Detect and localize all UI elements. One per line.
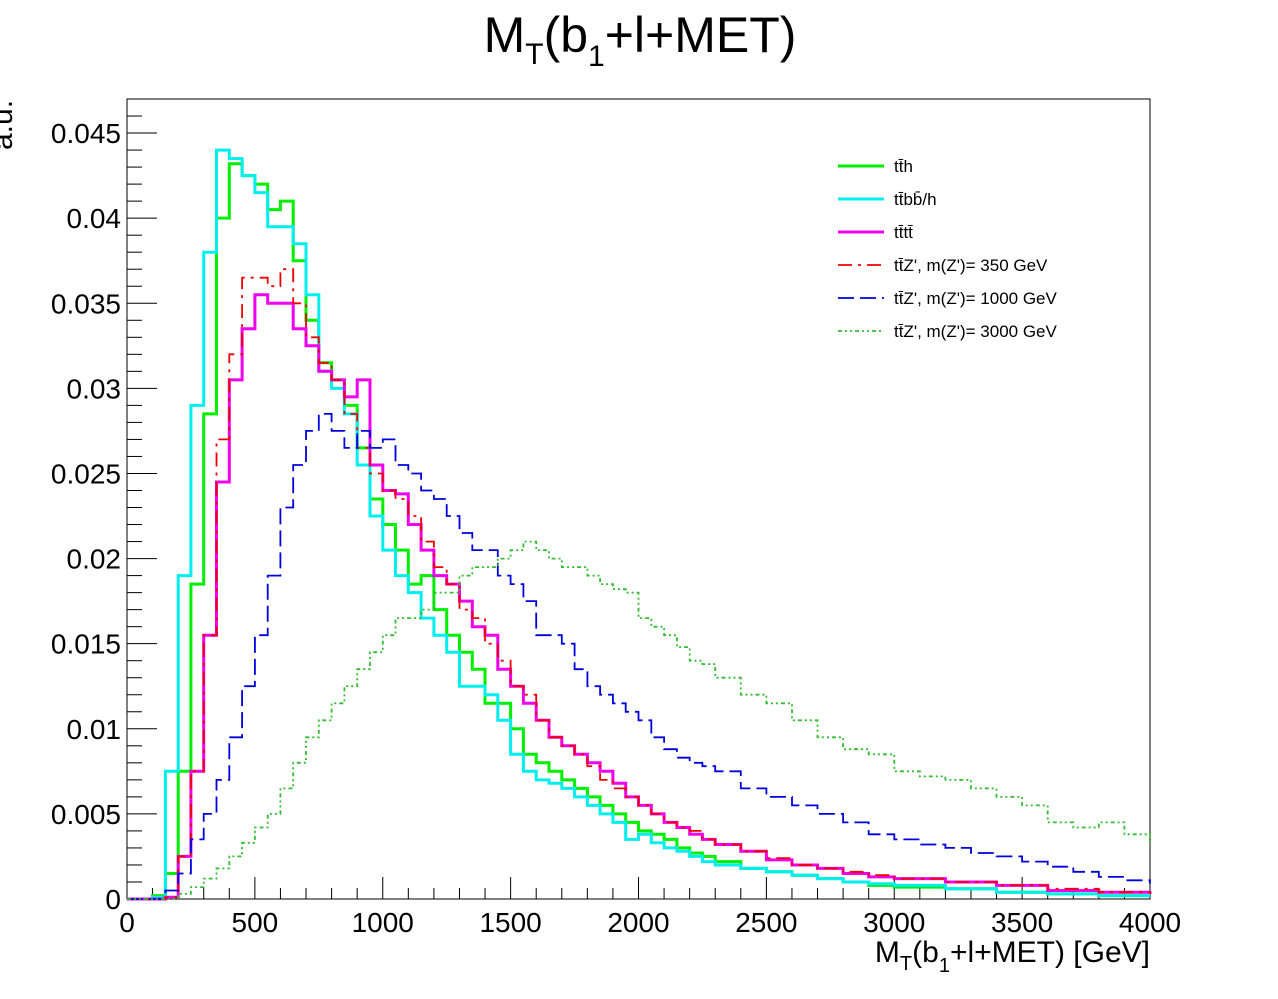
series-group (127, 148, 1152, 901)
y-tick-label: 0.015 (51, 629, 121, 660)
chart-title: MT(b1+l+MET) (484, 7, 797, 73)
x-tick-label: 2000 (607, 907, 669, 938)
plot-frame (126, 98, 1151, 900)
series-line (127, 148, 1150, 901)
y-tick-label: 0.04 (67, 203, 122, 234)
legend-entry: tt̄Z', m(Z')= 350 GeV (894, 256, 1048, 275)
x-axis-title: MT(b1+l+MET) [GeV] (875, 936, 1150, 977)
y-tick-label: 0 (105, 884, 121, 915)
x-tick-label: 3500 (991, 907, 1053, 938)
legend-entry: tt̄Z', m(Z')= 3000 GeV (894, 322, 1058, 341)
y-tick-label: 0.02 (67, 544, 122, 575)
legend-entry: tt̄Z', m(Z')= 1000 GeV (894, 289, 1058, 308)
y-axis-title: a.u. (0, 100, 19, 150)
x-tick-label: 1000 (352, 907, 414, 938)
x-tick-label: 3000 (863, 907, 925, 938)
y-tick-label: 0.035 (51, 288, 121, 319)
y-tick-label: 0.01 (67, 714, 122, 745)
legend-entry: tt̄tt̄ (894, 223, 913, 242)
series-line (127, 540, 1151, 900)
legend-entry: tt̄h (894, 157, 913, 176)
y-tick-label: 0.03 (67, 373, 122, 404)
series-line (127, 268, 1151, 900)
x-tick-label: 1500 (479, 907, 541, 938)
series-line (127, 293, 1152, 901)
y-tick-label: 0.005 (51, 799, 121, 830)
y-tick-label: 0.045 (51, 118, 121, 149)
x-tick-label: 4000 (1119, 907, 1181, 938)
series-line (127, 413, 1151, 900)
axes-group: 0 500 1000 1500 2000 2500 3000 3500 4000 0 0.005 0.… (51, 98, 1181, 938)
x-tick-label: 0 (119, 907, 135, 938)
x-tick-label: 2500 (735, 907, 797, 938)
y-tick-label: 0.025 (51, 458, 121, 489)
x-tick-label: 500 (232, 907, 279, 938)
legend-entry: tt̄bb̄/h (894, 190, 937, 209)
legend: tt̄h tt̄bb̄/h tt̄tt̄ tt̄Z', m(Z')= 350 GeV t… (838, 157, 1058, 341)
